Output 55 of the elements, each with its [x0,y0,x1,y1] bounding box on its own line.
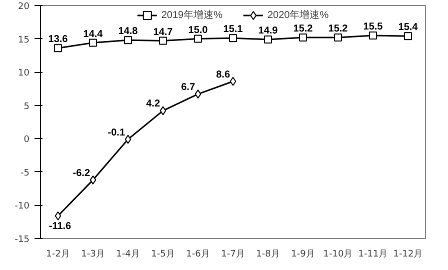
x-tick-label: 1-10月 [323,250,353,260]
point [230,76,236,86]
y-tick-label: 15 [18,35,30,46]
point [124,36,132,44]
data-label: 14.4 [83,28,104,40]
legend-label: 2020年增速% [268,8,329,22]
point [369,31,377,40]
x-tick-label: 1-4月 [116,250,140,260]
y-tick-label: 5 [24,102,30,112]
y-tick-label: 20 [18,2,30,12]
data-label: 15.0 [188,24,208,36]
point [54,44,62,52]
data-label: 15.4 [398,22,418,34]
x-tick-label: 1-5月 [151,250,175,260]
point [124,134,132,144]
data-label: 14.9 [258,25,278,36]
y-tick-label: -15 [14,235,30,245]
data-label: 13.6 [48,34,68,46]
x-tick-label: 1-7月 [221,250,245,260]
data-label: 15.1 [223,24,244,36]
point [54,211,62,220]
point [160,106,166,116]
point [299,33,307,42]
data-label: -6.2 [72,168,90,179]
x-tick-label: 1-12月 [393,250,423,260]
y-tick-label: 10 [18,68,30,79]
point [229,34,237,42]
point [194,34,202,43]
x-tick-label: 1-2月 [46,250,70,260]
data-label: -0.1 [108,127,126,138]
data-label: 14.8 [118,26,138,38]
data-label: 15.2 [293,23,314,34]
data-label: 14.7 [153,26,174,38]
point [194,90,202,99]
x-tick-label: 1-3月 [81,250,105,260]
data-label: 8.6 [216,69,230,80]
y-tick-label: -10 [14,202,30,212]
point [404,32,412,40]
x-tick-label: 1-8月 [256,250,280,260]
x-tick-label: 1-6月 [186,250,210,260]
data-label: 15.5 [363,21,384,32]
point [90,175,96,184]
point [159,36,167,45]
data-label: 15.2 [328,23,348,34]
data-label: 6.7 [181,82,196,94]
data-label: 4.2 [146,98,160,110]
legend-label: 2019年增速% [161,8,222,22]
data-label: -11.6 [48,220,72,232]
point [334,33,342,42]
point [89,38,97,47]
point [264,35,272,44]
x-tick-label: 1-11月 [358,250,388,260]
y-tick-label: -5 [20,168,30,178]
y-tick-label: 0 [24,135,30,146]
x-tick-label: 1-9月 [291,250,315,260]
